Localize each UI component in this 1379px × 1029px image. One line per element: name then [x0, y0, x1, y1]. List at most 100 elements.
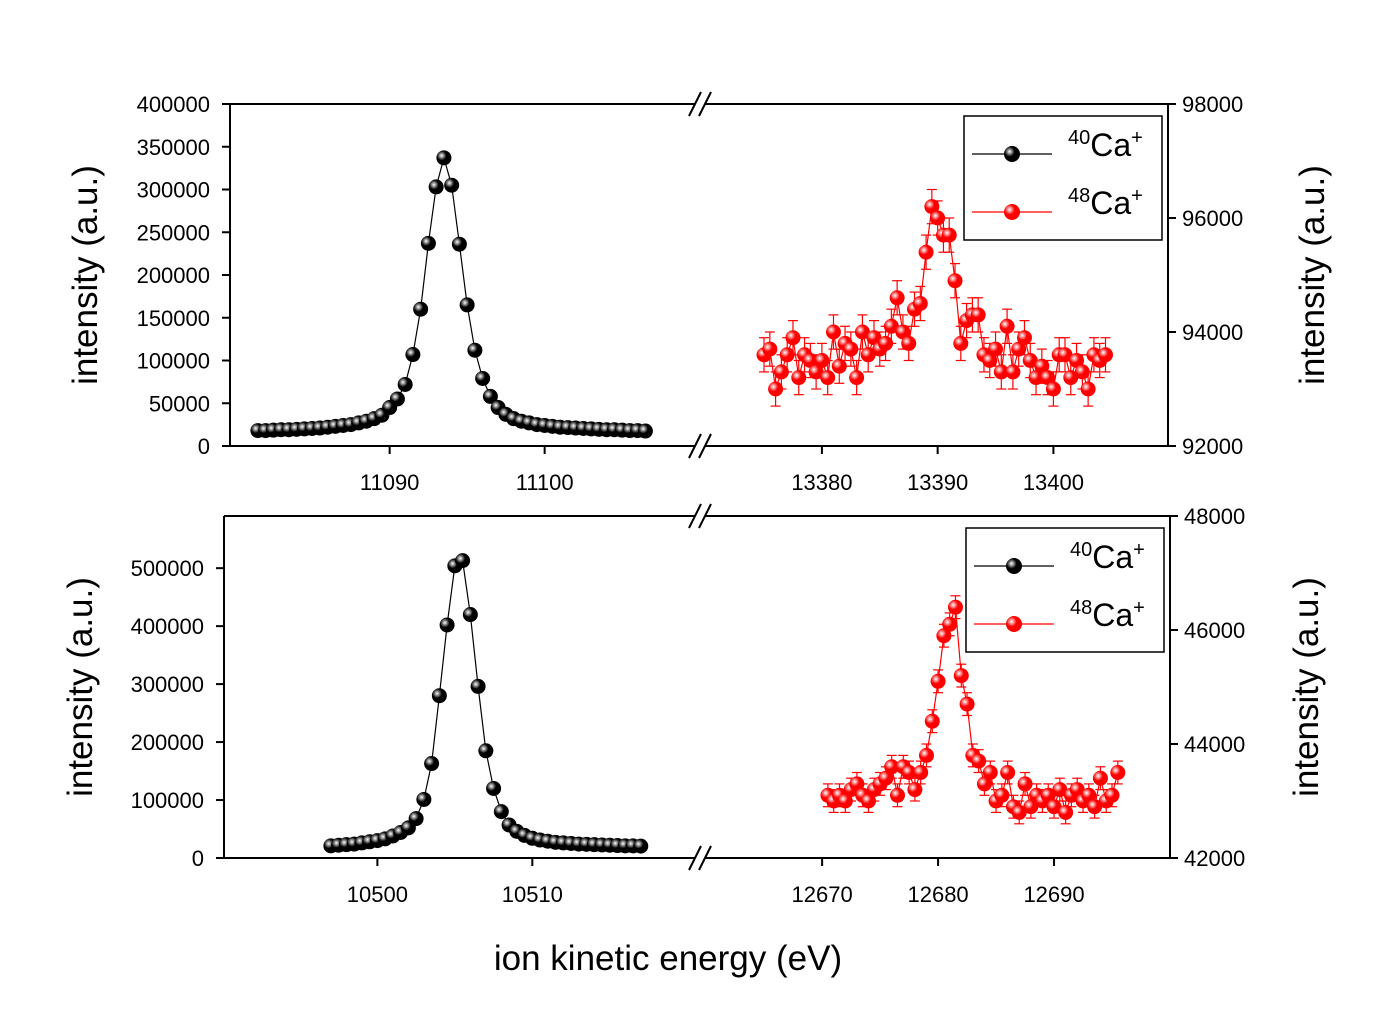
marker: [1040, 370, 1056, 386]
marker: [907, 782, 923, 798]
marker: [1057, 347, 1073, 363]
marker: [405, 347, 421, 363]
legend-label: 48Ca+: [1070, 597, 1145, 633]
marker: [1058, 804, 1074, 820]
marker: [808, 364, 824, 380]
y-tick-label: 500000: [131, 556, 204, 581]
marker: [860, 347, 876, 363]
y-tick-label: 100000: [137, 349, 210, 374]
marker: [1069, 782, 1085, 798]
marker: [912, 296, 928, 311]
series-line: [330, 559, 641, 847]
marker: [820, 370, 836, 386]
marker: [1022, 353, 1038, 368]
y2-tick-label: 44000: [1184, 732, 1245, 757]
axis-break: [688, 91, 702, 117]
y2-tick-label: 48000: [1184, 504, 1245, 529]
marker: [1069, 353, 1085, 368]
marker: [1110, 765, 1126, 780]
marker: [878, 770, 894, 786]
marker: [455, 553, 471, 569]
marker: [953, 335, 969, 351]
marker: [849, 776, 865, 792]
marker: [791, 370, 807, 386]
legend-label: 40Ca+: [1068, 127, 1143, 163]
axis-break: [698, 845, 712, 871]
marker: [1000, 765, 1016, 780]
marker: [889, 290, 905, 306]
marker: [988, 341, 1004, 357]
marker: [475, 370, 491, 386]
marker: [1092, 770, 1108, 786]
marker: [1011, 341, 1027, 357]
marker: [1023, 799, 1039, 815]
x-tick-label: 10510: [502, 882, 563, 907]
marker: [993, 364, 1009, 380]
marker: [947, 273, 963, 289]
legend-box: [963, 115, 1163, 241]
marker: [843, 341, 859, 357]
marker: [1052, 782, 1068, 798]
marker: [976, 776, 992, 792]
marker: [999, 318, 1015, 334]
legend-marker: [1006, 558, 1022, 574]
y2-axis-label: intensity (a.u.): [1293, 165, 1332, 385]
marker: [633, 838, 649, 854]
marker: [1016, 330, 1032, 346]
y-tick-label: 300000: [131, 672, 204, 697]
y-tick-label: 200000: [131, 730, 204, 755]
marker: [493, 804, 509, 820]
marker: [895, 324, 911, 340]
marker: [1046, 799, 1062, 815]
marker: [436, 150, 452, 166]
y-tick-label: 100000: [131, 788, 204, 813]
marker: [408, 811, 424, 827]
y2-tick-label: 96000: [1182, 206, 1243, 231]
marker: [416, 791, 432, 807]
marker: [478, 743, 494, 759]
marker: [1045, 381, 1061, 397]
marker: [462, 607, 478, 623]
y-tick-label: 400000: [137, 92, 210, 117]
marker: [930, 673, 946, 689]
y-tick-label: 250000: [137, 220, 210, 245]
axis-break: [698, 433, 712, 459]
marker: [482, 388, 498, 404]
legend-marker: [1006, 616, 1022, 632]
axis-break: [698, 91, 712, 117]
marker: [1005, 364, 1021, 380]
marker: [413, 301, 429, 317]
marker: [854, 324, 870, 340]
x-axis-label: ion kinetic energy (eV): [494, 939, 842, 978]
marker: [913, 765, 929, 780]
marker: [451, 236, 467, 252]
y2-tick-label: 92000: [1182, 434, 1243, 459]
y-tick-label: 0: [192, 846, 204, 871]
marker: [982, 765, 998, 780]
marker: [1040, 787, 1056, 803]
marker: [1063, 370, 1079, 386]
marker: [762, 341, 778, 357]
marker: [486, 780, 502, 796]
marker: [924, 199, 940, 215]
marker: [1017, 776, 1033, 792]
marker: [431, 688, 447, 704]
marker: [837, 793, 853, 809]
marker: [773, 364, 789, 380]
marker: [1087, 799, 1103, 815]
y2-tick-label: 46000: [1184, 618, 1245, 643]
x2-tick-label: 12680: [907, 882, 968, 907]
axis-break: [688, 845, 702, 871]
legend-label: 40Ca+: [1070, 539, 1145, 575]
marker: [953, 668, 969, 684]
marker: [1081, 787, 1097, 803]
marker: [866, 330, 882, 346]
marker: [459, 297, 475, 313]
marker: [1104, 787, 1120, 803]
x2-tick-label: 12690: [1023, 882, 1084, 907]
y-axis-label: intensity (a.u.): [66, 165, 105, 385]
marker: [918, 244, 934, 260]
marker: [884, 759, 900, 775]
y-tick-label: 200000: [137, 263, 210, 288]
